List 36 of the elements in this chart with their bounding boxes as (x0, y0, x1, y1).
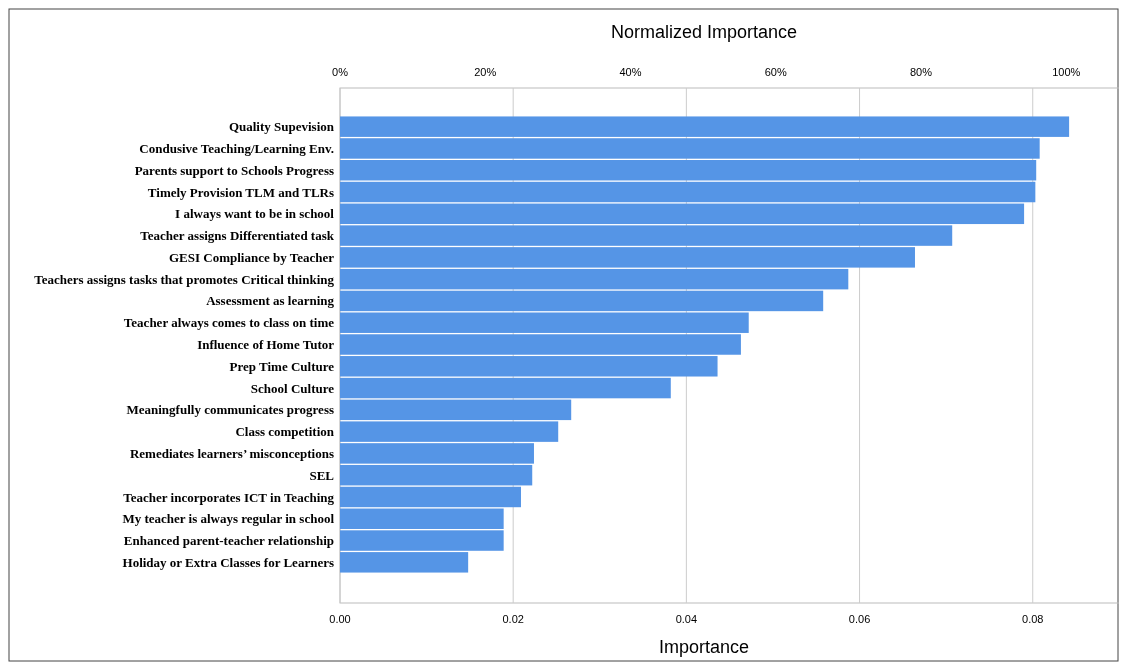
y-tick-label: Prep Time Culture (229, 358, 335, 374)
y-tick-label: Teacher assigns Differentiated task (140, 228, 335, 244)
y-tick-label: Teachers assigns tasks that promotes Critical thinking (34, 271, 335, 287)
y-tick-label: GESI Compliance by Teacher (168, 249, 335, 265)
x-axis-title: Importance (658, 637, 750, 657)
x2-tick-label: 100% (1052, 66, 1081, 78)
y-tick-label: My teacher is always regular in school (122, 511, 335, 527)
y-tick-label: I always want to be in school (175, 206, 335, 222)
y-tick-label: Teacher incorporates ICT in Teaching (123, 489, 335, 505)
x2-tick-label: 0% (332, 66, 349, 78)
x2-tick-label: 80% (910, 66, 933, 78)
bar (340, 486, 521, 508)
y-tick-label: Assessment as learning (206, 293, 335, 309)
y-tick-label: School Culture (250, 380, 335, 396)
y-tick-label: Enhanced parent-teacher relationship (123, 533, 334, 549)
x-tick-label: 0.08 (1022, 613, 1044, 625)
x-tick-label: 0.06 (848, 613, 871, 625)
bar (340, 181, 1036, 203)
y-tick-label: Condusive Teaching/Learning Env. (139, 141, 334, 157)
y-tick-label: Parents support to Schools Progress (134, 162, 334, 178)
x2-axis-title: Normalized Importance (610, 22, 798, 42)
x-tick-label: 0.00 (329, 613, 351, 625)
x-tick-label: 0.04 (675, 613, 698, 625)
x2-tick-label: 20% (474, 66, 497, 78)
x2-tick-label: 40% (619, 66, 642, 78)
y-tick-label: Class competition (235, 424, 335, 440)
x-tick-label: 0.02 (502, 613, 524, 625)
y-tick-label: Teacher always comes to class on time (123, 315, 335, 331)
y-tick-label: Remediates learners’ misconceptions (129, 445, 334, 461)
y-tick-label: Influence of Home Tutor (197, 337, 335, 353)
y-tick-label: Timely Provision TLM and TLRs (147, 184, 334, 200)
y-tick-label: SEL (309, 467, 335, 483)
x2-tick-label: 60% (764, 66, 787, 78)
y-tick-label: Quality Supevision (228, 119, 335, 135)
y-tick-label: Meaningfully communicates progress (126, 402, 334, 418)
y-tick-label: Holiday or Extra Classes for Learners (122, 554, 334, 570)
